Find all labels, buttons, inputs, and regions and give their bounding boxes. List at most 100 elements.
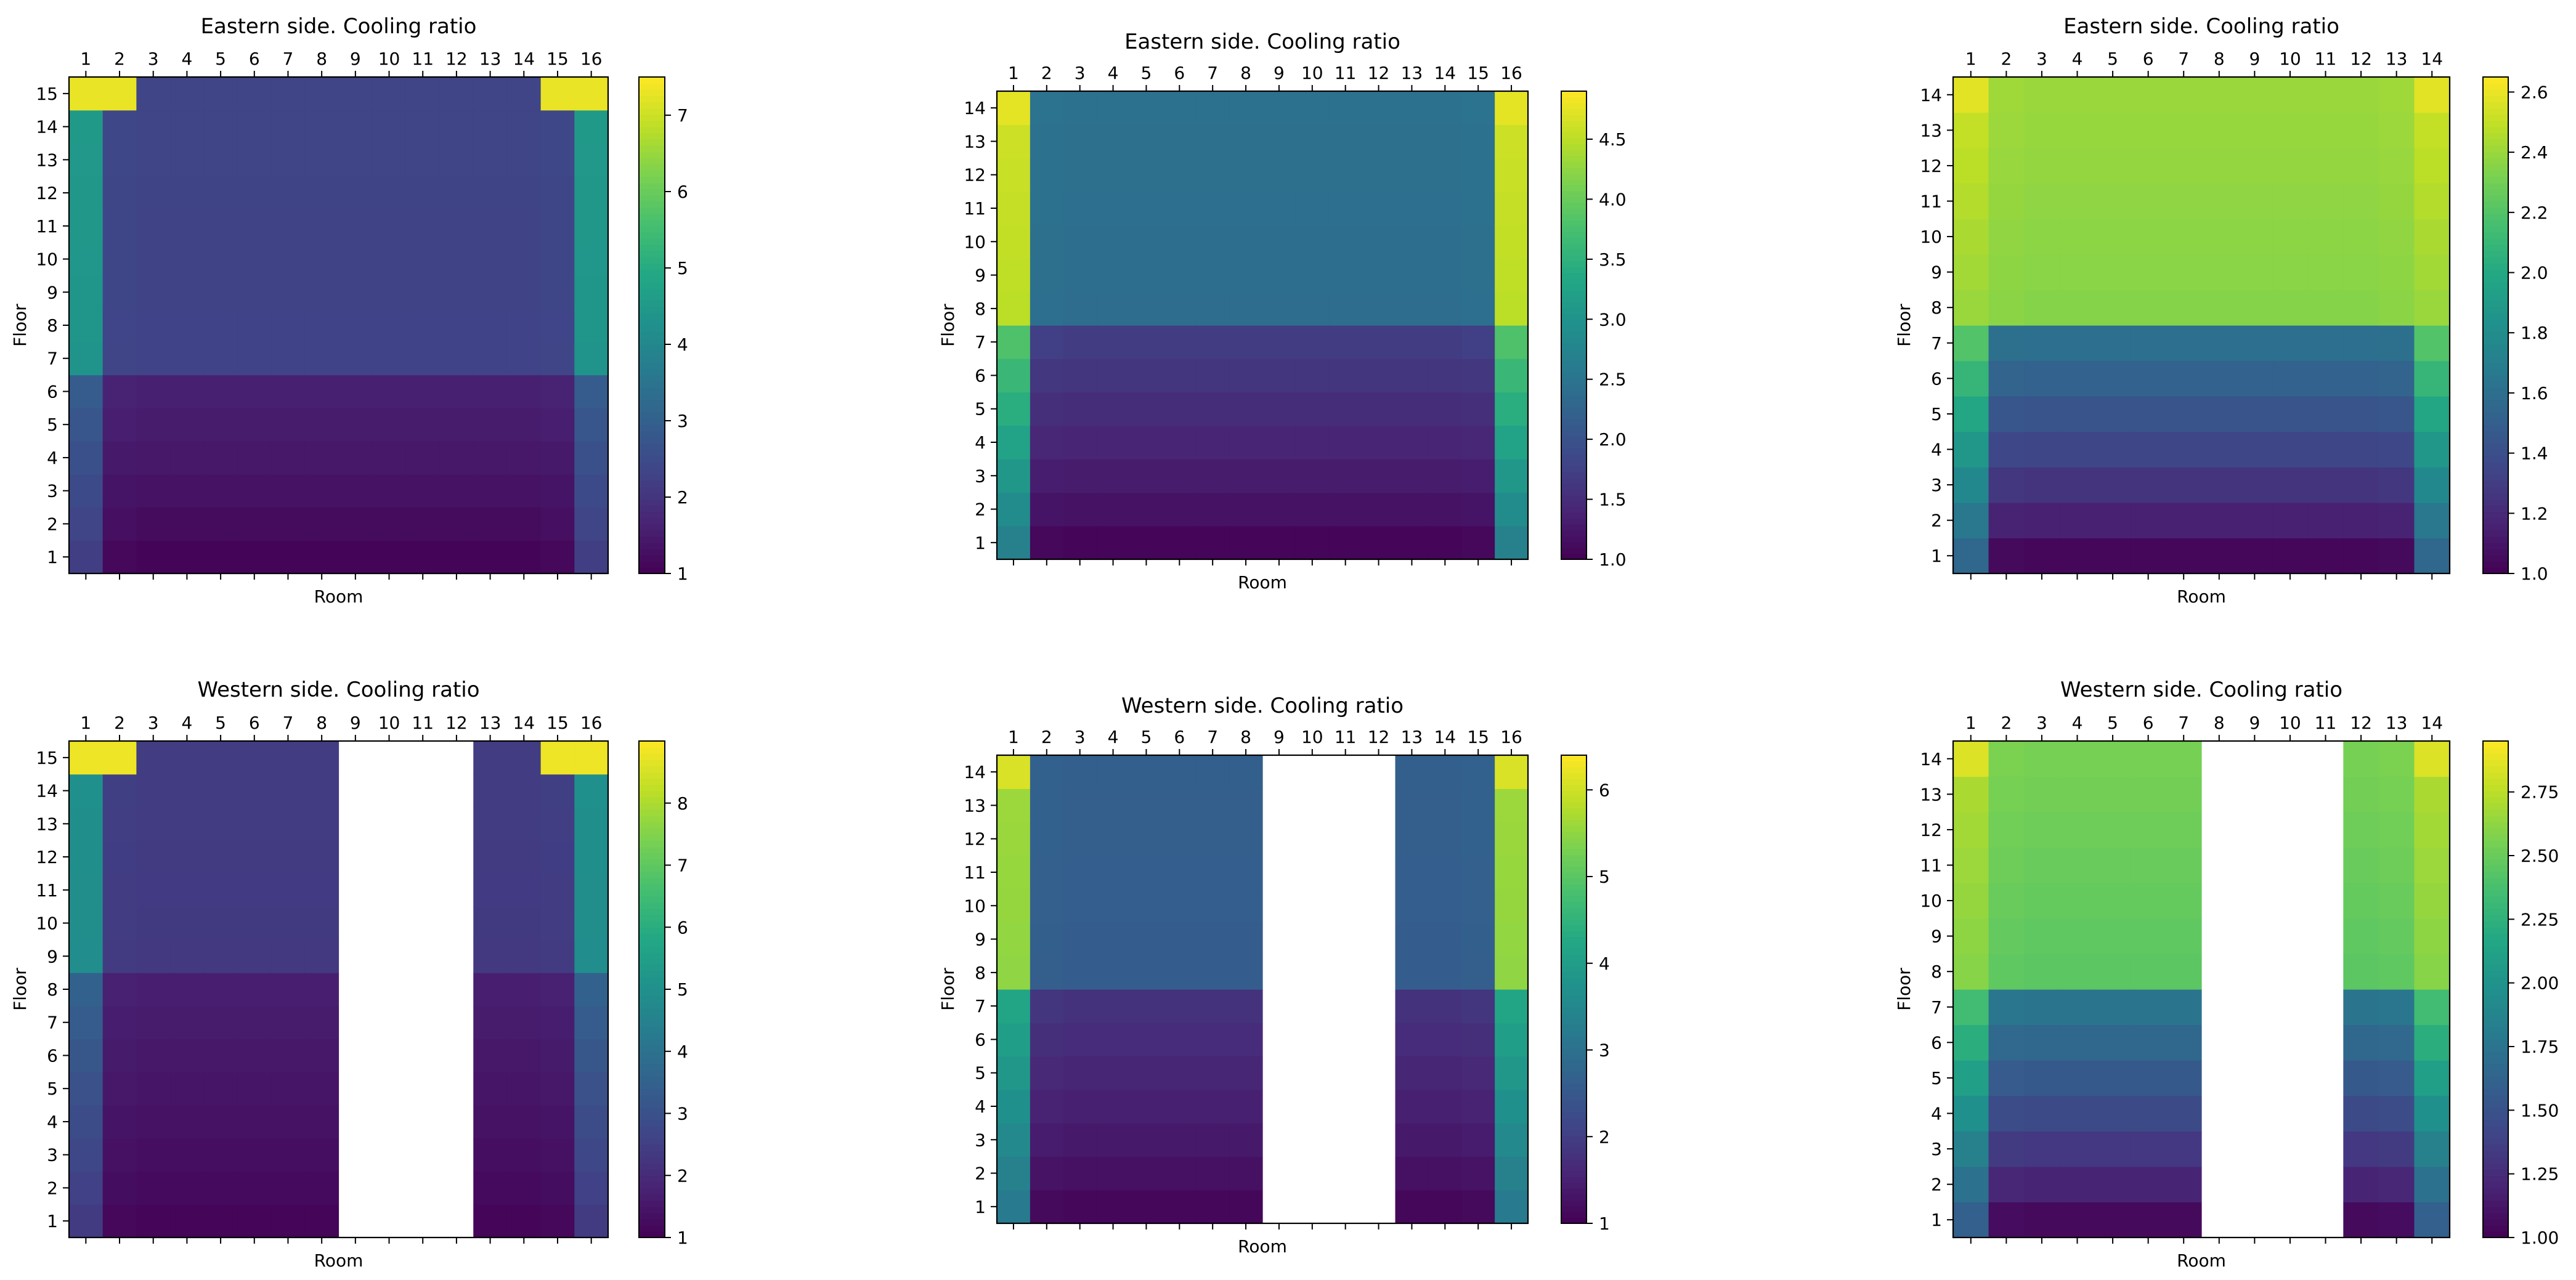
heatmap-cell xyxy=(304,1005,339,1040)
colorbar-segment xyxy=(1561,1030,1587,1037)
heatmap-cell xyxy=(1163,1056,1197,1090)
heatmap-cell xyxy=(1395,755,1429,789)
heatmap-cell xyxy=(2130,290,2167,326)
heatmap-cell xyxy=(473,939,508,973)
heatmap-cell xyxy=(1362,525,1396,560)
heatmap-cell xyxy=(1495,1156,1529,1191)
heatmap-cell xyxy=(102,1204,137,1238)
heatmap-cell xyxy=(1163,1089,1197,1124)
heatmap-cell xyxy=(338,176,373,210)
heatmap-cell xyxy=(1988,396,2025,432)
heatmap-cell xyxy=(2130,77,2167,113)
y-tick-label: 14 xyxy=(964,762,986,782)
heatmap-cell xyxy=(304,375,339,408)
colorbar-segment xyxy=(2483,83,2508,90)
colorbar-segment xyxy=(639,219,665,227)
heatmap-cell xyxy=(304,341,339,376)
heatmap-cell xyxy=(506,176,542,210)
heatmap-cell xyxy=(1328,358,1363,393)
heatmap-cell xyxy=(405,474,441,508)
heatmap-cell xyxy=(540,774,575,808)
heatmap-cell xyxy=(405,143,441,177)
heatmap-cell xyxy=(2166,254,2202,291)
heatmap-cell xyxy=(203,1105,238,1139)
colorbar-segment xyxy=(1561,901,1587,908)
plot-frame xyxy=(1952,740,2451,1239)
colorbar-tick-label: 2.4 xyxy=(2521,142,2548,163)
colorbar-tick-label: 1.6 xyxy=(2521,383,2548,403)
heatmap-cell xyxy=(1988,183,2025,219)
y-axis-label: Floor xyxy=(10,968,30,1011)
colorbar-segment xyxy=(639,126,665,134)
heatmap-cell xyxy=(2166,112,2202,148)
colorbar-segment xyxy=(2483,909,2508,915)
heatmap-cell xyxy=(540,973,575,1007)
heatmap-cell xyxy=(2059,812,2095,848)
heatmap-cell xyxy=(1030,1189,1064,1224)
heatmap-cell xyxy=(540,275,575,309)
colorbar-segment xyxy=(639,939,665,947)
heatmap-cell xyxy=(203,408,238,442)
colorbar-segment xyxy=(2483,257,2508,264)
colorbar-segment xyxy=(1561,489,1587,496)
heatmap-cell xyxy=(1262,525,1296,560)
y-tick-label: 5 xyxy=(975,399,986,419)
heatmap-cell xyxy=(2272,502,2309,539)
heatmap-cell xyxy=(2024,360,2060,397)
heatmap-cell xyxy=(2272,254,2309,291)
heatmap-cell xyxy=(338,474,373,508)
heatmap-cell xyxy=(1163,459,1197,493)
colorbar-segment xyxy=(639,257,665,264)
heatmap-cell xyxy=(136,275,171,309)
heatmap-cell xyxy=(1096,191,1131,225)
colorbar-segment xyxy=(639,915,665,922)
heatmap-cell xyxy=(1362,325,1396,359)
heatmap-cell xyxy=(1129,392,1163,426)
heatmap-cell xyxy=(2343,290,2379,326)
heatmap-cell xyxy=(997,225,1031,259)
colorbar-tick-label: 6 xyxy=(677,917,688,938)
heatmap-cell xyxy=(1196,755,1230,789)
heatmap-cell xyxy=(2343,112,2379,148)
heatmap-cell xyxy=(1163,358,1197,393)
colorbar-segment xyxy=(2483,902,2508,909)
heatmap-cell xyxy=(1129,492,1163,527)
colorbar-tick-label: 1.00 xyxy=(2521,1228,2559,1248)
colorbar-segment xyxy=(2483,915,2508,922)
heatmap-cell xyxy=(338,143,373,177)
heatmap-cell xyxy=(439,242,474,276)
heatmap-cell xyxy=(1328,425,1363,460)
colorbar-tick-label: 1 xyxy=(677,1228,688,1248)
heatmap-cell xyxy=(1096,525,1131,560)
heatmap-cell xyxy=(506,774,542,808)
heatmap-cell xyxy=(1953,467,1989,503)
y-tick-label: 11 xyxy=(964,198,986,219)
heatmap-cell xyxy=(1461,889,1495,923)
heatmap-cell xyxy=(1988,325,2025,362)
colorbar-segment xyxy=(2483,213,2508,221)
colorbar-segment xyxy=(1561,284,1587,291)
colorbar-segment xyxy=(2483,393,2508,400)
heatmap-cell xyxy=(1030,325,1064,359)
colorbar-segment xyxy=(639,245,665,251)
heatmap-cell xyxy=(439,275,474,309)
colorbar-segment xyxy=(639,120,665,128)
colorbar-segment xyxy=(1561,103,1587,110)
y-tick-label: 8 xyxy=(975,963,986,983)
heatmap-cell xyxy=(506,1072,542,1106)
heatmap-cell xyxy=(271,1204,306,1238)
heatmap-cell xyxy=(405,375,441,408)
heatmap-cell xyxy=(405,341,441,376)
heatmap-cell xyxy=(1395,955,1429,990)
heatmap-cell xyxy=(2414,776,2450,812)
colorbar-segment xyxy=(1561,779,1587,785)
heatmap-cell xyxy=(170,807,205,841)
colorbar-tick-label: 7 xyxy=(677,105,688,126)
colorbar-segment xyxy=(1561,1153,1587,1160)
heatmap-cell xyxy=(271,1138,306,1172)
heatmap-cell xyxy=(1461,258,1495,293)
heatmap-cell xyxy=(2024,812,2060,848)
heatmap-cell xyxy=(271,873,306,907)
heatmap-cell xyxy=(2059,467,2095,503)
heatmap-cell xyxy=(1096,358,1131,393)
